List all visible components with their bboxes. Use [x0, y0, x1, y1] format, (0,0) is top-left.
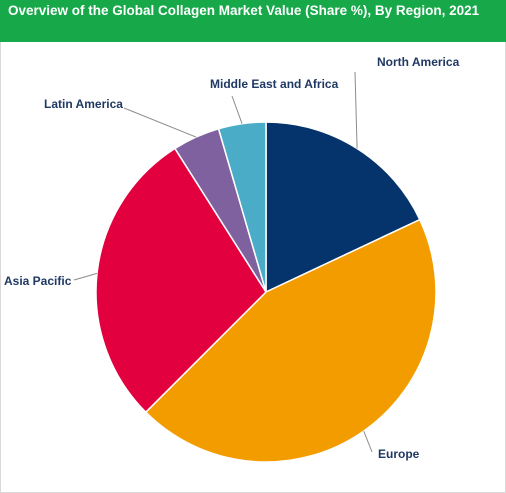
leader-line	[73, 272, 98, 281]
pie-slices	[95, 121, 437, 463]
pie-slice-asia-pacific	[95, 147, 267, 414]
pie-slice-middle-east-and-africa	[217, 121, 267, 293]
leader-line	[231, 95, 243, 124]
slice-label: Asia Pacific	[4, 274, 72, 288]
leader-line	[354, 71, 358, 149]
pie-slice-north-america	[265, 121, 421, 294]
leader-line	[363, 430, 373, 453]
leader-line	[123, 107, 197, 138]
slice-label: North America	[377, 55, 460, 69]
pie-labels: North America Europe Asia Pacific Latin Ame…	[4, 55, 460, 461]
slice-label: Latin America	[44, 97, 123, 111]
pie-slice-europe	[144, 218, 437, 463]
slice-label: Middle East and Africa	[210, 77, 339, 91]
chart-title: Overview of the Global Collagen Market V…	[0, 0, 506, 42]
slice-label: Europe	[378, 447, 420, 461]
